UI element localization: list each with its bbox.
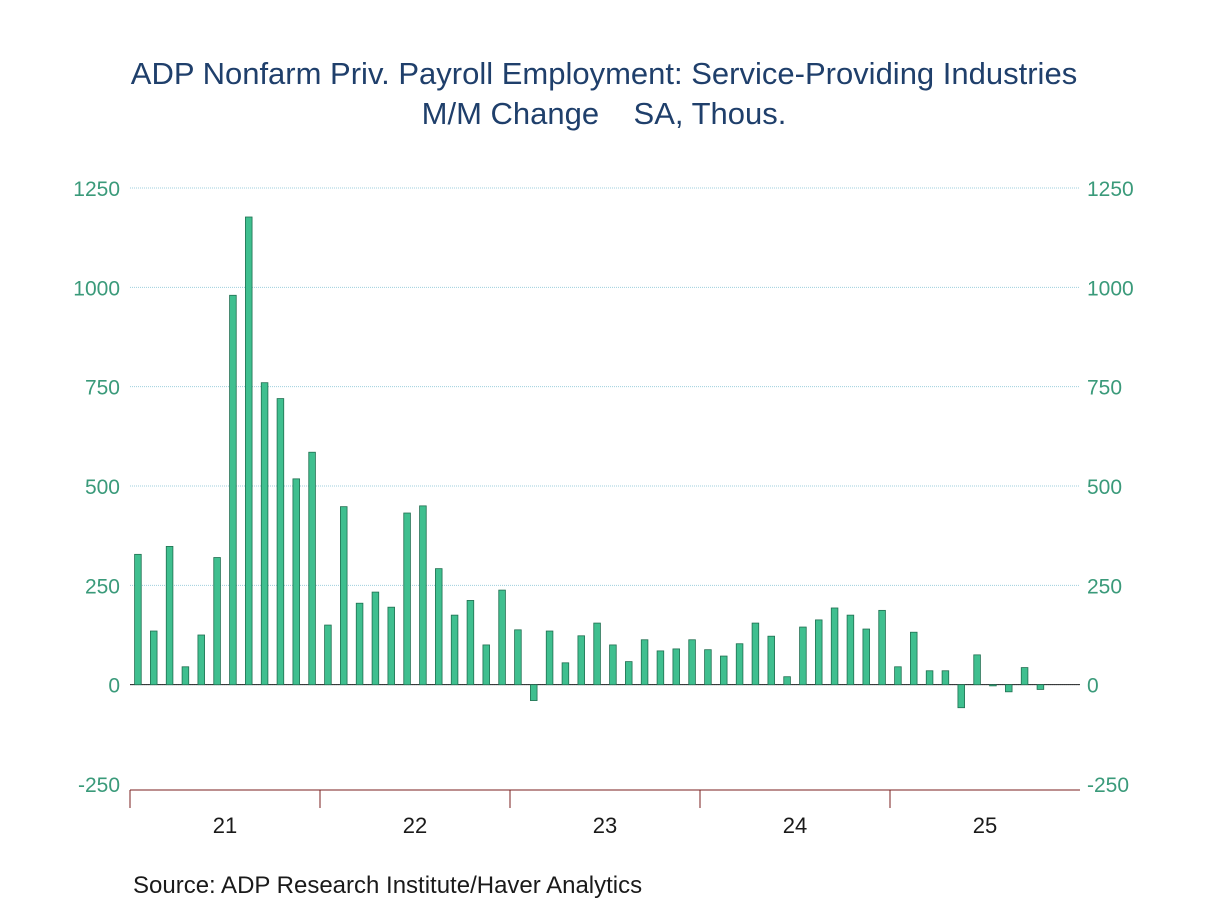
bar — [340, 506, 348, 686]
bar — [957, 684, 965, 709]
bar — [878, 609, 886, 686]
y-tick-label-left: 250 — [85, 575, 120, 598]
bar — [941, 670, 950, 686]
bar — [815, 619, 823, 686]
bar — [640, 639, 649, 686]
bar — [197, 634, 205, 686]
y-tick-label-left: 0 — [108, 675, 120, 698]
bar — [735, 643, 744, 686]
y-tick-label-left: 500 — [85, 476, 120, 499]
bar — [1005, 684, 1013, 693]
bar — [181, 666, 190, 686]
bar — [466, 600, 475, 686]
bar — [656, 650, 665, 686]
bar — [276, 398, 285, 686]
bar — [245, 216, 253, 686]
x-year-label: 25 — [973, 813, 997, 838]
y-tick-label-left: -250 — [78, 774, 120, 797]
x-year-label: 24 — [783, 813, 807, 838]
bar — [450, 614, 459, 686]
bar — [387, 606, 395, 686]
y-tick-label-right: 1250 — [1087, 178, 1134, 201]
bar — [593, 622, 601, 686]
y-tick-label-right: 250 — [1087, 575, 1122, 598]
bar — [973, 654, 981, 686]
bar — [150, 630, 158, 686]
x-year-label: 21 — [213, 813, 237, 838]
bar — [165, 545, 174, 686]
bar — [134, 553, 142, 686]
x-year-label: 23 — [593, 813, 617, 838]
bar — [830, 607, 839, 686]
bar — [751, 622, 760, 686]
bar — [355, 602, 364, 686]
y-tick-label-right: 500 — [1087, 476, 1122, 499]
y-tick-label-right: -250 — [1087, 774, 1129, 797]
y-tick-label-right: 1000 — [1087, 277, 1134, 300]
bar — [862, 628, 870, 686]
bar — [530, 684, 538, 701]
chart-subtitle: M/M Change SA, Thous. — [421, 96, 787, 131]
bar — [783, 676, 791, 686]
bar — [609, 644, 617, 686]
bar — [260, 382, 269, 686]
bar — [308, 451, 316, 686]
y-tick-label-left: 750 — [85, 377, 120, 400]
bar — [1036, 684, 1045, 690]
bar — [292, 478, 300, 686]
bar — [989, 684, 997, 687]
y-tick-label-left: 1250 — [73, 178, 120, 201]
x-year-label: 22 — [403, 813, 427, 838]
bar — [514, 629, 522, 686]
bar — [925, 670, 934, 686]
bar — [435, 568, 443, 686]
bar — [625, 661, 633, 686]
bar — [688, 639, 696, 686]
bar — [577, 635, 585, 686]
bar — [229, 294, 237, 686]
bar — [324, 624, 332, 686]
bar — [371, 591, 380, 686]
bar — [213, 557, 221, 686]
bar — [720, 655, 728, 686]
bar — [545, 630, 554, 686]
bar — [419, 505, 427, 686]
bar — [482, 644, 490, 686]
bar — [846, 614, 855, 686]
bar — [799, 626, 807, 686]
bar — [1020, 667, 1029, 686]
bar — [910, 631, 918, 686]
y-tick-label-left: 1000 — [73, 277, 120, 300]
bar — [403, 512, 411, 686]
bar — [767, 635, 775, 686]
bar — [704, 649, 712, 686]
bar — [672, 648, 680, 686]
chart-title: ADP Nonfarm Priv. Payroll Employment: Se… — [130, 56, 1078, 91]
bar — [498, 589, 506, 686]
bar — [561, 662, 570, 686]
y-tick-label-right: 0 — [1087, 675, 1099, 698]
source-note: Source: ADP Research Institute/Haver Ana… — [133, 872, 643, 899]
bar — [894, 666, 902, 686]
y-tick-label-right: 750 — [1087, 377, 1122, 400]
